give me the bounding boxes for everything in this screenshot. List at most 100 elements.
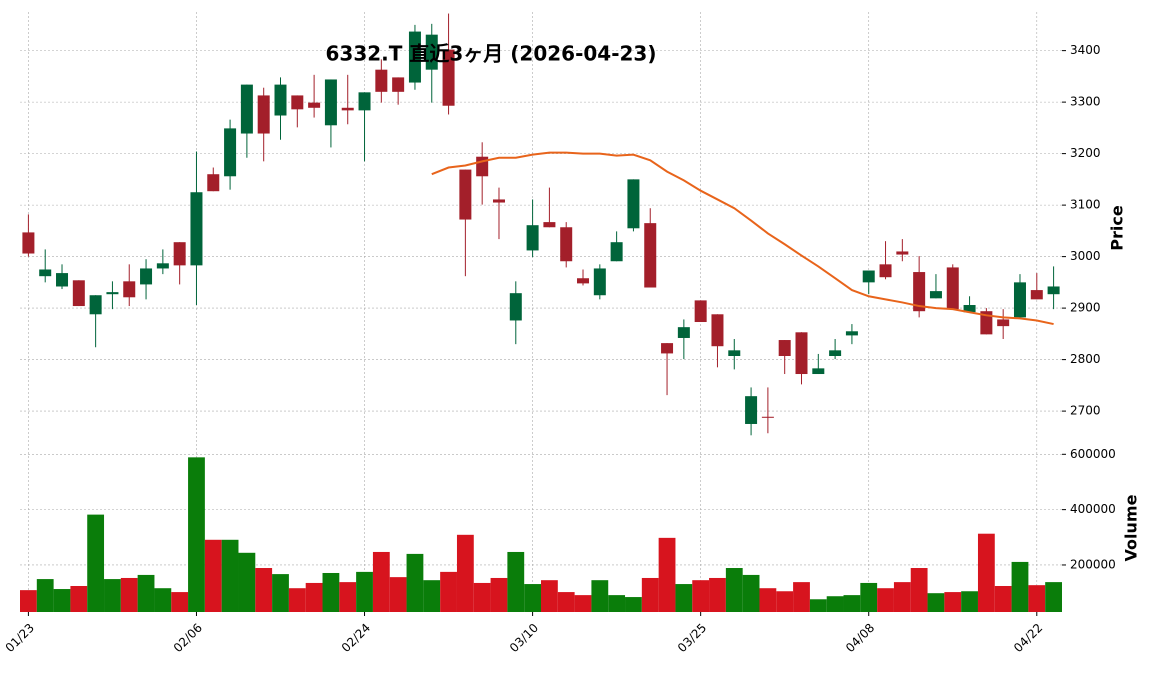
- candle-body: [509, 293, 522, 321]
- volume-bar: [372, 551, 390, 612]
- volume-bar: [927, 593, 945, 612]
- volume-bar: [356, 571, 373, 612]
- candle-body: [425, 34, 438, 70]
- volume-bar: [776, 591, 794, 612]
- candle-body: [324, 79, 337, 126]
- candle-body: [190, 192, 203, 266]
- candle-body: [661, 343, 674, 354]
- volume-bar: [826, 596, 844, 612]
- volume-bar: [104, 579, 121, 612]
- volume-bar: [70, 585, 88, 612]
- candle-body: [173, 242, 186, 266]
- y-tick-label: 3400: [1070, 43, 1101, 57]
- candle-body: [72, 280, 85, 307]
- volume-bar: [456, 534, 474, 612]
- volume-bar: [658, 537, 676, 612]
- volume-bar: [877, 588, 894, 612]
- volume-bar: [994, 585, 1012, 612]
- volume-bar: [272, 574, 289, 612]
- candle-body: [492, 199, 505, 203]
- candle-body: [392, 77, 405, 92]
- candle-body: [593, 268, 606, 296]
- x-tick-label: 02/06: [171, 621, 205, 655]
- volume-bar: [423, 580, 441, 612]
- candle-body: [644, 223, 657, 288]
- candle-body: [997, 319, 1010, 327]
- volume-bar: [137, 574, 155, 612]
- volume-bar: [154, 588, 172, 612]
- candle-body: [745, 396, 758, 424]
- candle-body: [694, 300, 707, 323]
- candle-body: [140, 268, 153, 285]
- chart-title: 6332.T 直近3ヶ月 (2026-04-23): [326, 42, 657, 66]
- volume-bar: [120, 577, 138, 612]
- volume-bar: [305, 582, 323, 612]
- volume-bar: [339, 582, 357, 612]
- volume-bar: [288, 588, 306, 612]
- candle-body: [341, 107, 354, 111]
- volume-bar: [759, 588, 777, 612]
- volume-bar: [87, 514, 105, 612]
- y-tick-label: 3200: [1070, 146, 1101, 160]
- volume-bar: [692, 580, 710, 612]
- candle-body: [728, 350, 741, 356]
- volume-bar: [440, 571, 457, 612]
- volume-bar: [322, 572, 340, 612]
- volume-bar: [574, 595, 592, 612]
- x-tick-label: 03/10: [507, 621, 541, 655]
- volume-bar: [204, 539, 222, 612]
- candle-body: [946, 267, 959, 310]
- volume-bar: [171, 592, 189, 612]
- volume-bar: [591, 580, 609, 612]
- volume-bar: [1028, 585, 1046, 612]
- volume-bar: [255, 568, 273, 612]
- y-tick-label: 2900: [1070, 301, 1101, 315]
- volume-axis-label: Volume: [1122, 494, 1141, 561]
- candle-body: [896, 251, 909, 255]
- volume-bar: [944, 592, 962, 612]
- volume-bar: [625, 597, 642, 612]
- candle-body: [1047, 286, 1060, 295]
- volume-bar: [53, 589, 71, 612]
- volume-bar: [389, 577, 407, 612]
- volume-bar: [961, 591, 978, 612]
- candle-body: [963, 305, 976, 313]
- volume-bar: [1045, 582, 1062, 612]
- candle-body: [778, 340, 791, 356]
- y-tick-label: 3300: [1070, 95, 1101, 109]
- candle-body: [795, 332, 808, 375]
- candle-body: [980, 311, 993, 335]
- volume-bar: [608, 595, 626, 612]
- candle-body: [879, 264, 892, 278]
- volume-bar: [36, 579, 54, 612]
- volume-bar: [238, 552, 256, 612]
- candle-body: [39, 269, 52, 277]
- candle-body: [89, 295, 102, 315]
- volume-bar: [473, 582, 491, 612]
- volume-bar: [977, 533, 995, 612]
- candle-body: [240, 84, 253, 134]
- candle-body: [291, 95, 304, 110]
- candle-body: [308, 102, 321, 108]
- y-tick-label: 2700: [1070, 404, 1101, 418]
- volume-bar: [641, 577, 659, 612]
- volume-bar: [843, 595, 861, 612]
- candle-body: [224, 128, 237, 177]
- candle-body: [711, 314, 724, 347]
- candle-body: [677, 327, 690, 338]
- volume-tick-label: 600000: [1070, 447, 1116, 461]
- candle-body: [829, 350, 842, 356]
- candle-body: [375, 69, 388, 92]
- candle-body: [358, 92, 371, 111]
- candle-body: [207, 174, 220, 192]
- volume-bar: [793, 582, 810, 612]
- candle-body: [577, 278, 590, 284]
- candle-body: [123, 281, 136, 298]
- candle-body: [56, 273, 69, 287]
- volume-bar: [742, 574, 760, 612]
- x-tick-label: 01/23: [3, 621, 37, 655]
- candle-body: [106, 292, 119, 295]
- candle-body: [560, 227, 573, 262]
- candle-body: [459, 169, 472, 220]
- volume-bar: [507, 551, 525, 612]
